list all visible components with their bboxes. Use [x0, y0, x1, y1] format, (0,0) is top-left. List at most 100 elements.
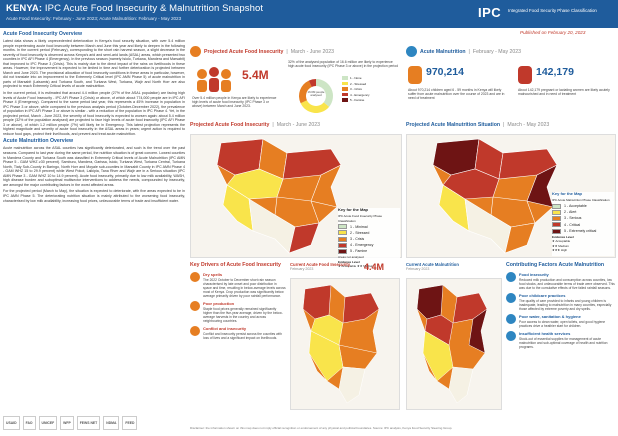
factor-heading: Conflict and insecurity — [203, 326, 247, 331]
legend-label: 5 - Famine — [350, 249, 368, 254]
legend-label: 5 - Extremely critical — [564, 228, 597, 233]
legend-row: 5 - Extremely critical — [552, 228, 614, 234]
factor-desc: Stock-out of essential supplies for mana… — [519, 337, 608, 349]
donut-center-label: 16.6M people analysed — [307, 90, 325, 98]
legend-swatch — [342, 76, 348, 80]
afi-donut-chart — [299, 79, 333, 113]
sun-icon — [190, 272, 200, 282]
factor-desc: The 2022 October to December short rain … — [203, 278, 286, 298]
afi-pct-note: 32% of the analysed population of 16.6 m… — [288, 60, 399, 69]
factor-heading: Food insecurity — [519, 272, 549, 277]
donut-legend-row: 3 - Crisis — [342, 87, 400, 91]
current-amn-map — [406, 278, 502, 410]
afi-projected-desc: Over 5.4 million people in Kenya are lik… — [192, 96, 277, 109]
footer-disclaimer: Disclaimer: the information shown on thi… — [190, 426, 453, 430]
factor-item: Poor production Staple food prices genera… — [190, 301, 286, 323]
legend-row: 4 - Emergency — [338, 242, 400, 248]
key-drivers-title: Key Drivers of Acute Food Insecurity — [190, 262, 281, 268]
factor-desc: Poor access to clean water, open toilets… — [519, 320, 606, 328]
partner-logo: FAO — [22, 416, 36, 430]
factor-item: Conflict and insecurity Conflict and inse… — [190, 326, 286, 340]
partner-logo: FEED — [122, 416, 138, 430]
current-afi-number: 4.4M — [364, 262, 385, 272]
legend-row: 3 - Crisis — [338, 236, 400, 242]
donut-slice — [308, 79, 316, 87]
partner-logo: FEWS NET — [76, 416, 101, 430]
donut-slice — [300, 100, 330, 113]
factor-item: Poor water, sanitation & hygiene Poor acc… — [506, 314, 616, 328]
partner-logo: UNICEF — [38, 416, 58, 430]
amn-map-heading: Projected Acute Malnutrition Situation | M… — [406, 122, 550, 128]
afi-map-heading: Projected Acute Food Insecurity | March - … — [190, 122, 320, 128]
overview-column: Acute Food Insecurity Overview Latest da… — [3, 31, 185, 426]
partner-logo: NDMA — [103, 416, 120, 430]
donut-slice — [299, 80, 312, 104]
factor-desc: Reduced milk production and consumption … — [519, 278, 615, 290]
legend-swatch — [338, 236, 347, 242]
partner-logo: USAID — [3, 416, 20, 430]
legend-row: 1 - Acceptable — [552, 203, 614, 209]
contributing-factors-title: Contributing Factors Acute Malnutrition — [506, 262, 605, 268]
donut-legend-row: 1 - None — [342, 76, 400, 80]
legend-swatch — [342, 92, 348, 97]
donut-legend-row: 5 - Famine — [342, 98, 400, 102]
partner-logo: WFP — [60, 416, 74, 430]
women-desc: About 142,179 pregnant or lactating wome… — [518, 88, 610, 97]
factor-item: Poor childcare practices The quality of c… — [506, 293, 616, 311]
shield-icon — [190, 326, 200, 336]
afi-projected-title: Projected Acute Food Insecurity | March - … — [190, 46, 400, 57]
current-afi-heading: Current Acute Food Insecurity February 2… — [290, 262, 385, 272]
factor-heading: Insufficient health services — [519, 331, 571, 336]
legend-label: 4 - Emergency — [350, 92, 370, 97]
legend-label: 4 - Critical — [564, 222, 581, 227]
factor-heading: Poor water, sanitation & hygiene — [519, 314, 581, 319]
factor-desc: Staple food prices generally remained si… — [203, 307, 283, 323]
legend-label: 1 - Minimal — [350, 224, 368, 229]
legend-swatch — [342, 81, 348, 86]
donut-slice — [316, 79, 333, 107]
amn-overview-heading: Acute Malnutrition Overview — [3, 138, 74, 145]
legend-swatch — [552, 210, 561, 215]
legend-swatch — [552, 216, 561, 222]
legend-swatch — [552, 222, 561, 228]
page-subtitle: Acute Food Insecurity: February - June 2… — [6, 16, 182, 21]
afi-overview-p2: In the current period, it is estimated t… — [3, 91, 185, 136]
legend-label: 2 - Alert — [564, 210, 577, 215]
legend-label: 3 - Crisis — [350, 87, 362, 91]
medkit-icon — [506, 331, 516, 341]
legend-swatch — [338, 230, 347, 236]
amn-overview-p4: For the projected period (March to May),… — [3, 189, 185, 203]
legend-swatch — [338, 248, 347, 254]
legend-row: 2 - Stressed — [338, 230, 400, 236]
legend-label: 1 - None — [350, 76, 362, 80]
afi-overview-heading: Acute Food Insecurity Overview — [3, 31, 82, 37]
legend-row: 1 - Minimal — [338, 224, 400, 230]
legend-row: 2 - Alert — [552, 210, 614, 215]
afi-projected-map — [190, 134, 402, 258]
amn-map-legend: Key for the Map IPC Acute Malnutrition P… — [552, 191, 614, 256]
donut-legend-row: 4 - Emergency — [342, 93, 400, 97]
donut-legend: 1 - None 2 - Stressed 3 - Crisis 4 - Emerge… — [342, 76, 400, 104]
legend-swatch — [342, 98, 348, 102]
afi-projected-number: 5.4M — [242, 68, 269, 82]
key-drivers-section: Key Drivers of Acute Food Insecurity Dry… — [190, 262, 286, 422]
factor-heading: Dry spells — [203, 272, 223, 277]
people-icon — [192, 64, 234, 94]
legend-label: 4 - Emergency — [350, 243, 374, 248]
ipc-logo: IPC Integrated Food Security Phase Class… — [478, 5, 597, 20]
legend-swatch — [338, 224, 347, 230]
legend-label: 5 - Famine — [350, 98, 365, 102]
afi-map-legend: Key for the Map IPC Acute Food Insecurit… — [338, 207, 400, 268]
legend-swatch — [552, 228, 561, 234]
basket-icon — [506, 272, 516, 282]
amn-projected-title: Acute Malnutrition | February - May 2023 — [406, 46, 616, 57]
legend-row: 4 - Critical — [552, 222, 614, 228]
current-afi-map — [290, 278, 400, 410]
legend-swatch — [338, 242, 347, 248]
amn-overview-p3: Acute malnutrition across the ASAL count… — [3, 146, 185, 187]
baby-icon — [506, 293, 516, 303]
wheat-icon — [190, 301, 200, 311]
factor-desc: Conflict and insecurity persist across t… — [203, 332, 282, 340]
legend-label: 2 - Stressed — [350, 230, 370, 235]
published-date: Published on February 20, 2023 — [520, 30, 586, 35]
